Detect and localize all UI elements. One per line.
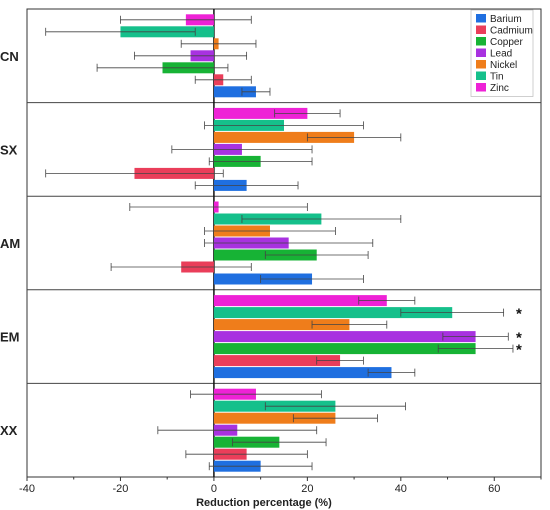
legend-label-copper: Copper bbox=[490, 37, 523, 48]
legend-swatch-nickel bbox=[476, 60, 486, 69]
bar-em-cadmium bbox=[213, 355, 341, 367]
plot-frame bbox=[26, 8, 542, 478]
bar-em-lead bbox=[213, 331, 476, 343]
bar-em-nickel bbox=[213, 319, 350, 331]
legend-swatch-barium bbox=[476, 14, 486, 23]
significance-marker: * bbox=[516, 306, 522, 323]
legend-swatch-copper bbox=[476, 37, 486, 46]
bar-em-barium bbox=[213, 367, 392, 379]
x-tick-label: 40 bbox=[395, 483, 407, 495]
bar-sx-nickel bbox=[213, 131, 355, 143]
legend-label-zinc: Zinc bbox=[490, 83, 509, 94]
bar-sx-zinc bbox=[213, 107, 308, 119]
legend-label-cadmium: Cadmium bbox=[490, 26, 533, 37]
group-label-xx: XX bbox=[0, 423, 18, 438]
group-label-em: EM bbox=[0, 330, 20, 345]
bar-cn-barium bbox=[213, 86, 256, 98]
group-label-cn: CN bbox=[0, 49, 19, 64]
x-tick-label: 60 bbox=[488, 483, 500, 495]
x-tick-label: -40 bbox=[19, 483, 35, 495]
x-tick-label: 20 bbox=[301, 483, 313, 495]
legend-swatch-cadmium bbox=[476, 25, 486, 34]
x-tick-label: 0 bbox=[211, 483, 217, 495]
legend-label-nickel: Nickel bbox=[490, 60, 517, 71]
legend-swatch-zinc bbox=[476, 83, 486, 92]
legend-swatch-tin bbox=[476, 71, 486, 80]
group-label-am: AM bbox=[0, 236, 20, 251]
bar-xx-nickel bbox=[213, 412, 336, 424]
bar-em-tin bbox=[213, 307, 453, 319]
x-tick-label: -20 bbox=[113, 483, 129, 495]
legend-label-lead: Lead bbox=[490, 49, 512, 60]
significance-marker: * bbox=[516, 342, 522, 359]
legend-swatch-lead bbox=[476, 48, 486, 57]
bar-em-zinc bbox=[213, 295, 387, 307]
significance-marker: * bbox=[516, 330, 522, 347]
legend-label-tin: Tin bbox=[490, 72, 504, 83]
x-axis-title: Reduction percentage (%) bbox=[196, 497, 332, 509]
bar-em-copper bbox=[213, 343, 476, 355]
legend-label-barium: Barium bbox=[490, 14, 522, 25]
group-label-sx: SX bbox=[0, 142, 18, 157]
